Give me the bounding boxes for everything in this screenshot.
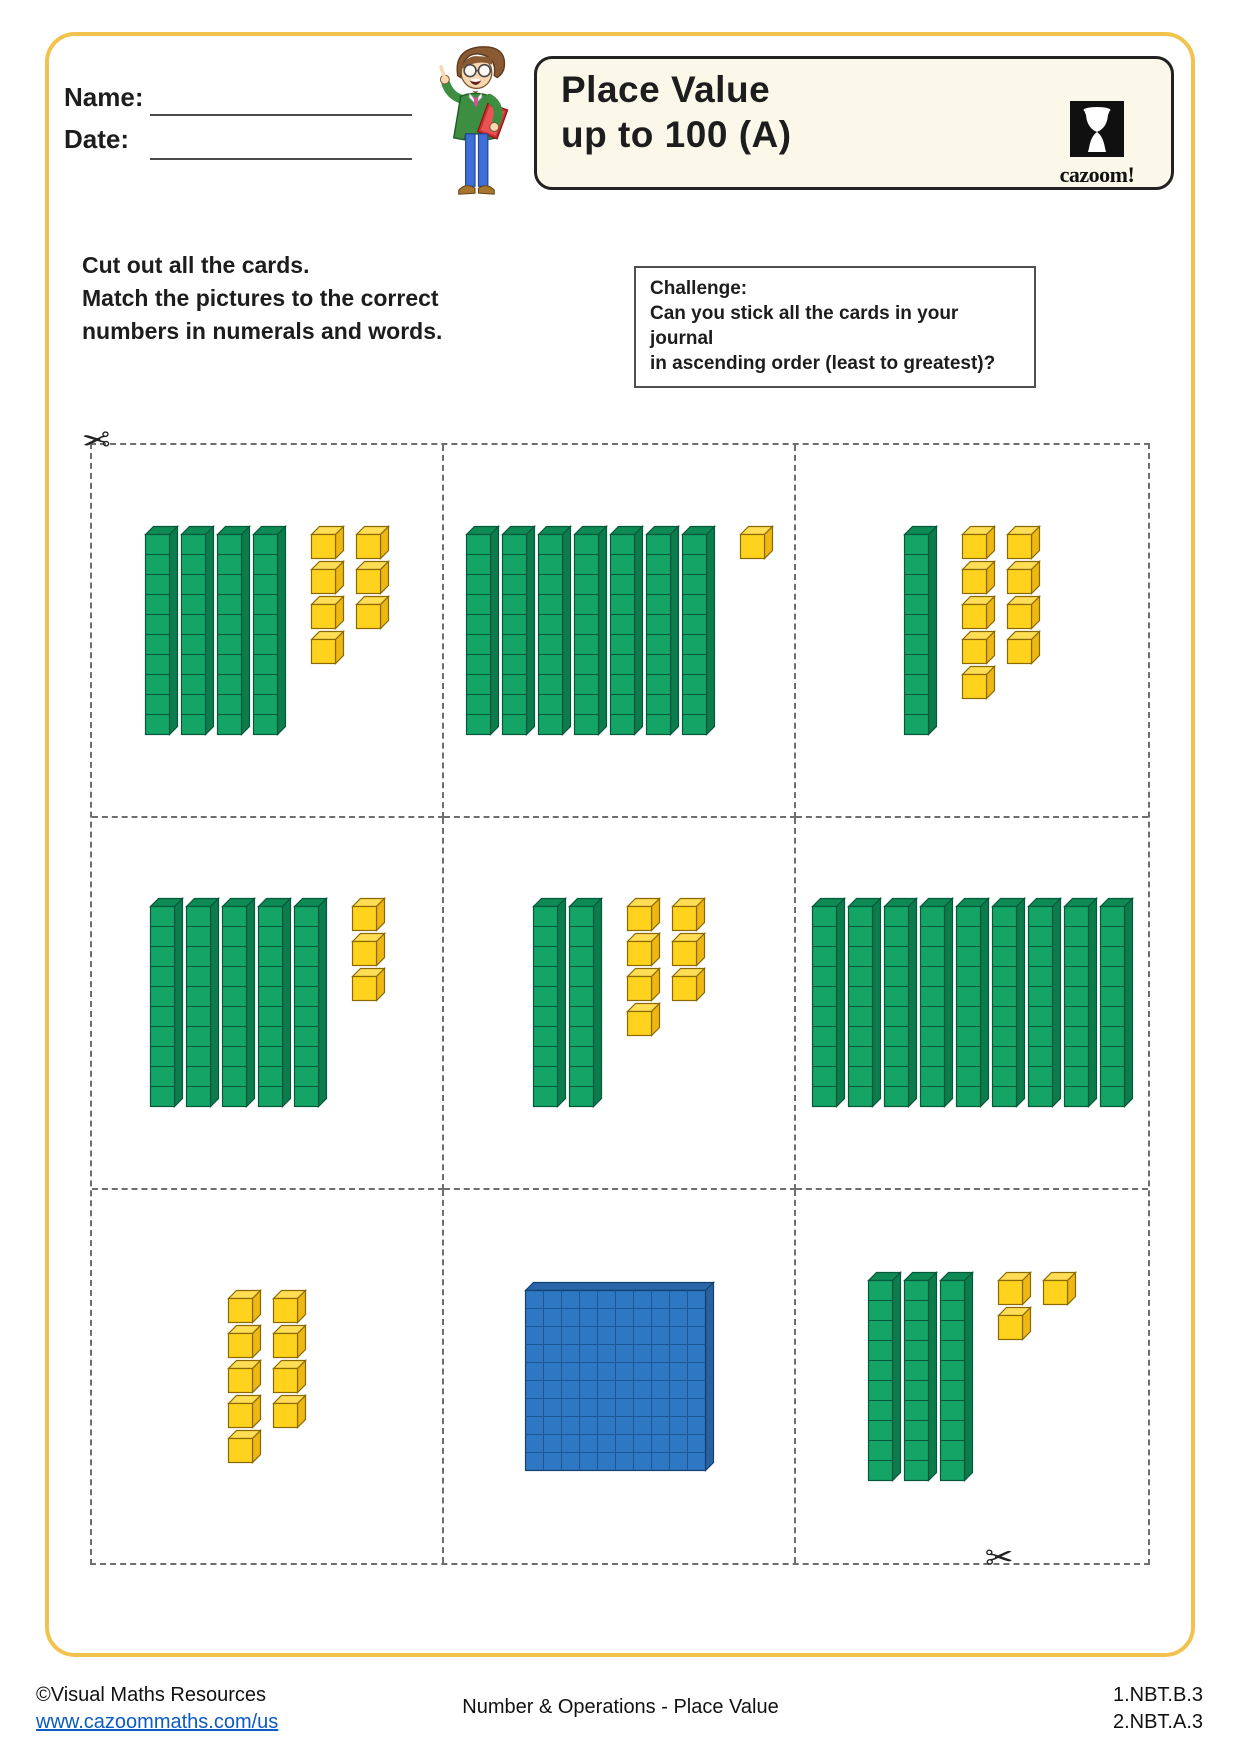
card-71 (444, 445, 796, 818)
card-19 (796, 445, 1148, 818)
base-ten-blocks (227, 1289, 307, 1465)
card-53 (92, 817, 444, 1191)
card-33 (796, 1190, 1148, 1563)
base-ten-blocks (867, 1271, 1077, 1483)
date-input-line (150, 158, 412, 160)
instruction-line-2: Match the pictures to the correct (82, 285, 439, 311)
cards-grid (90, 443, 1150, 1565)
challenge-line-2: in ascending order (least to greatest)? (650, 353, 996, 374)
date-label: Date: (64, 124, 130, 154)
base-ten-blocks (464, 524, 774, 736)
card-90 (796, 818, 1148, 1191)
base-ten-blocks (532, 897, 706, 1109)
base-ten-blocks (523, 1281, 715, 1473)
title-box: Place Value up to 100 (A) cazoom! (534, 56, 1174, 190)
cazoom-logo: cazoom! (1047, 101, 1147, 188)
standard-1: 1.NBT.B.3 (1112, 1684, 1203, 1706)
instructions: Cut out all the cards. Match the picture… (82, 249, 442, 348)
title-line-1: Place Value (561, 69, 771, 110)
name-input-line (150, 114, 412, 116)
footer-copyright: ©Visual Maths Resources (36, 1684, 267, 1706)
base-ten-blocks (148, 897, 386, 1109)
footer-standards: 1.NBT.B.3 2.NBT.A.3 (1113, 1682, 1203, 1736)
card-9 (92, 1190, 444, 1563)
footer-topic: Number & Operations - Place Value (462, 1696, 779, 1718)
instruction-line-3: numbers in numerals and words. (82, 318, 443, 344)
challenge-line-1: Can you stick all the cards in your jour… (650, 303, 959, 349)
base-ten-blocks (144, 524, 390, 736)
cazoom-hourglass-icon (1070, 101, 1124, 157)
standard-2: 2.NBT.A.3 (1112, 1711, 1203, 1733)
challenge-label: Challenge: (650, 278, 748, 299)
scissors-icon: ✂ (80, 421, 112, 461)
scissors-icon: ✂ (984, 1538, 1015, 1578)
base-ten-blocks (903, 524, 1041, 736)
cazoom-logo-text: cazoom! (1059, 162, 1135, 187)
card-47 (92, 445, 444, 818)
title-line-2: up to 100 (A) (561, 114, 792, 155)
page-border-frame (45, 32, 1195, 1657)
card-27 (444, 817, 796, 1191)
name-label: Name: (64, 82, 144, 112)
worksheet-title: Place Value up to 100 (A) (561, 67, 792, 157)
challenge-box: Challenge: Can you stick all the cards i… (634, 266, 1036, 388)
card-100 (444, 1190, 796, 1563)
base-ten-blocks (810, 897, 1134, 1109)
instruction-line-1: Cut out all the cards. (82, 252, 310, 278)
footer-website-link[interactable]: www.cazoommaths.com/us (36, 1711, 279, 1733)
teacher-cartoon-illustration (439, 46, 509, 195)
